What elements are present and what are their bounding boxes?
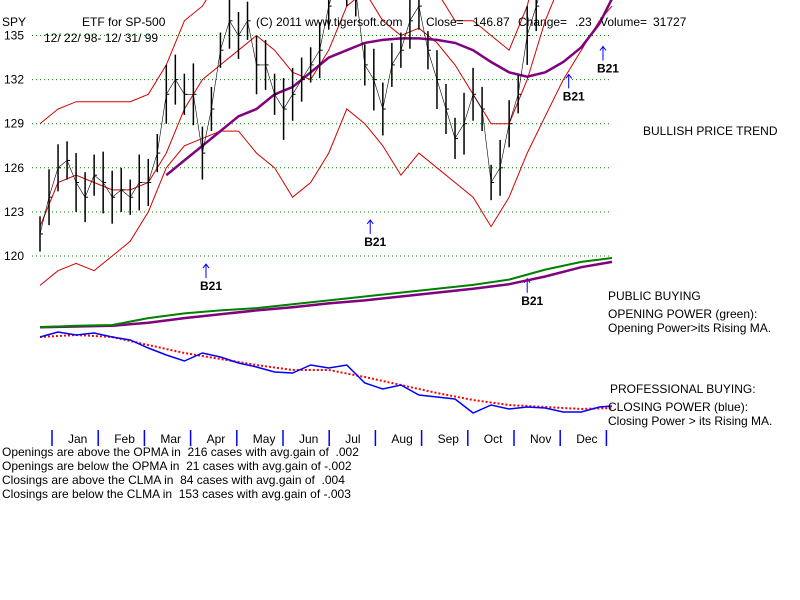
professional-buying-title: PROFESSIONAL BUYING: [610,382,756,396]
moving-average-line [165,0,613,177]
month-label: Mar [160,432,181,446]
month-label: Apr [207,432,226,446]
month-label: Jan [68,432,87,446]
date-range: 12/ 22/ 98- 12/ 31/ 99 [44,31,159,45]
opening-power-line [39,257,613,329]
y-tick-label: 123 [4,205,24,219]
y-tick-label: 135 [4,29,24,43]
opening-power-desc: Opening Power>its Rising MA. [608,321,772,335]
upper-band-line [39,0,530,125]
change-label: Change= [518,15,568,29]
buy-signal-label: B21 [364,235,386,249]
y-tick-label: 132 [4,73,24,87]
buy-signal-arrowhead [202,263,210,269]
buy-signal-arrowhead [599,45,607,51]
closing-power-line [39,331,613,414]
month-label: Nov [530,432,551,446]
buy-signal-label: B21 [200,279,222,293]
y-tick-label: 129 [4,117,24,131]
stats-line-3: Closings are above the CLMA in 84 cases … [2,473,345,487]
lower-band-line [39,5,613,286]
month-label: Jun [299,432,318,446]
buy-signal-label: B21 [563,89,585,103]
opening-power-ma-line [39,260,613,329]
closing-power-title: CLOSING POWER (blue): [608,400,749,414]
closing-power-ma-line [39,333,613,411]
month-label: Dec [576,432,597,446]
y-tick-label: 120 [4,249,24,263]
close-value: 146.87 [473,15,510,29]
buy-signal-label: B21 [597,61,619,75]
month-label: Feb [114,432,135,446]
close-label: Close= [426,15,464,29]
stats-line-4: Closings are below the CLMA in 153 cases… [2,487,351,501]
public-buying-title: PUBLIC BUYING [608,289,701,303]
volume-value: 31727 [653,15,687,29]
buy-signal-arrowhead [366,219,374,225]
trend-label: BULLISH PRICE TREND [643,124,778,138]
copyright: (C) 2011 www.tigersoft.com [256,15,403,29]
month-label: Sep [438,432,460,446]
stats-line-2: Openings are below the OPMA in 21 cases … [2,459,352,473]
change-value: .23 [575,15,592,29]
opening-power-title: OPENING POWER (green): [608,307,758,321]
month-label: Oct [484,432,503,446]
volume-label: Volume= [600,15,648,29]
month-label: Aug [391,432,412,446]
buy-signal-arrowhead [565,73,573,79]
price-close-line [39,0,539,234]
month-label: Jul [345,432,360,446]
buy-signal-label: B21 [521,294,543,308]
y-tick-label: 126 [4,161,24,175]
closing-power-desc: Closing Power > its Rising MA. [608,414,773,428]
security-name: ETF for SP-500 [82,15,166,29]
stats-line-1: Openings are above the OPMA in 216 cases… [2,445,359,459]
month-label: May [253,432,276,446]
ticker-symbol: SPY [2,15,27,29]
